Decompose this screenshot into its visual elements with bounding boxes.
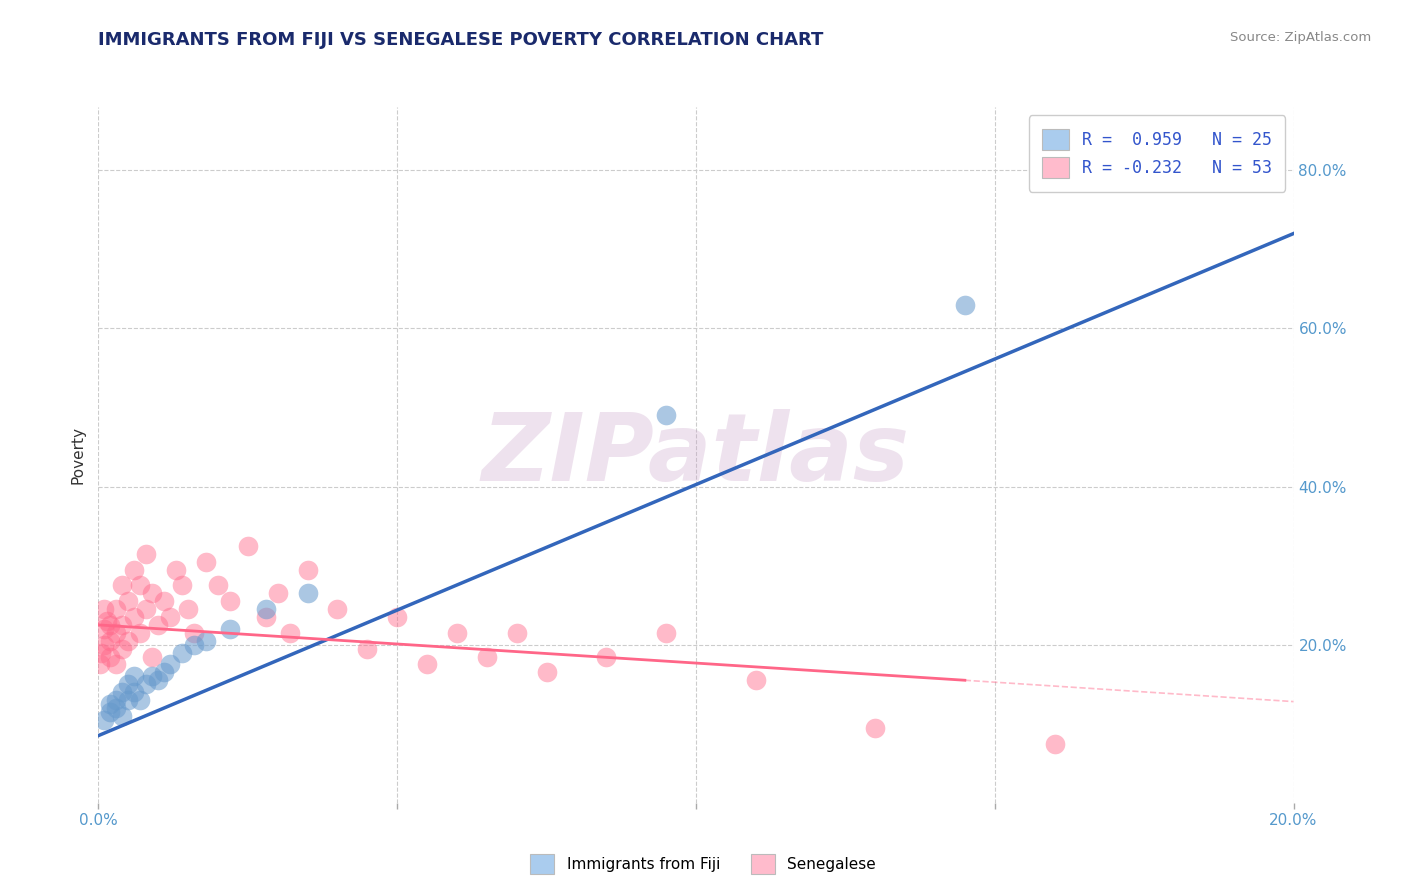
Point bbox=[117, 693, 139, 707]
Point bbox=[100, 633, 122, 648]
Point bbox=[177, 602, 200, 616]
Point bbox=[135, 677, 157, 691]
Point bbox=[475, 649, 498, 664]
Point bbox=[111, 685, 134, 699]
Point bbox=[135, 547, 157, 561]
Point bbox=[105, 657, 128, 672]
Point bbox=[236, 539, 259, 553]
Point bbox=[254, 610, 277, 624]
Point bbox=[745, 673, 768, 688]
Point bbox=[89, 657, 111, 672]
Point bbox=[124, 610, 146, 624]
Point bbox=[595, 649, 617, 664]
Legend: Immigrants from Fiji, Senegalese: Immigrants from Fiji, Senegalese bbox=[524, 848, 882, 880]
Point bbox=[93, 713, 115, 727]
Point bbox=[100, 618, 122, 632]
Point bbox=[117, 677, 139, 691]
Point bbox=[153, 665, 176, 680]
Point bbox=[297, 563, 319, 577]
Point bbox=[124, 669, 146, 683]
Point bbox=[219, 594, 242, 608]
Point bbox=[141, 669, 163, 683]
Point bbox=[100, 649, 122, 664]
Point bbox=[159, 657, 181, 672]
Point bbox=[111, 708, 134, 723]
Point bbox=[129, 625, 152, 640]
Point bbox=[1043, 737, 1066, 751]
Y-axis label: Poverty: Poverty bbox=[70, 425, 86, 484]
Point bbox=[93, 638, 115, 652]
Point bbox=[117, 633, 139, 648]
Point bbox=[219, 622, 242, 636]
Point bbox=[124, 563, 146, 577]
Point bbox=[100, 697, 122, 711]
Point bbox=[655, 409, 678, 423]
Text: IMMIGRANTS FROM FIJI VS SENEGALESE POVERTY CORRELATION CHART: IMMIGRANTS FROM FIJI VS SENEGALESE POVER… bbox=[98, 31, 824, 49]
Point bbox=[183, 625, 205, 640]
Point bbox=[165, 563, 187, 577]
Point bbox=[100, 705, 122, 719]
Point bbox=[141, 649, 163, 664]
Point bbox=[536, 665, 558, 680]
Point bbox=[953, 298, 976, 312]
Point bbox=[124, 685, 146, 699]
Point bbox=[159, 610, 181, 624]
Point bbox=[105, 701, 128, 715]
Point bbox=[129, 578, 152, 592]
Point bbox=[506, 625, 529, 640]
Point bbox=[141, 586, 163, 600]
Point bbox=[93, 602, 115, 616]
Point bbox=[356, 641, 378, 656]
Point bbox=[326, 602, 349, 616]
Point bbox=[129, 693, 152, 707]
Point bbox=[195, 633, 218, 648]
Point bbox=[207, 578, 229, 592]
Point bbox=[111, 641, 134, 656]
Point bbox=[117, 594, 139, 608]
Point bbox=[105, 602, 128, 616]
Point bbox=[655, 625, 678, 640]
Point bbox=[385, 610, 409, 624]
Point bbox=[416, 657, 439, 672]
Legend: R =  0.959   N = 25, R = -0.232   N = 53: R = 0.959 N = 25, R = -0.232 N = 53 bbox=[1029, 115, 1285, 192]
Point bbox=[90, 646, 112, 660]
Point bbox=[93, 622, 115, 636]
Point bbox=[111, 618, 134, 632]
Point bbox=[105, 625, 128, 640]
Text: ZIPatlas: ZIPatlas bbox=[482, 409, 910, 501]
Point bbox=[96, 614, 118, 628]
Point bbox=[105, 693, 128, 707]
Point bbox=[446, 625, 468, 640]
Point bbox=[172, 646, 194, 660]
Text: Source: ZipAtlas.com: Source: ZipAtlas.com bbox=[1230, 31, 1371, 45]
Point bbox=[195, 555, 218, 569]
Point bbox=[278, 625, 301, 640]
Point bbox=[865, 721, 887, 735]
Point bbox=[267, 586, 290, 600]
Point bbox=[153, 594, 176, 608]
Point bbox=[172, 578, 194, 592]
Point bbox=[135, 602, 157, 616]
Point bbox=[148, 618, 170, 632]
Point bbox=[111, 578, 134, 592]
Point bbox=[254, 602, 277, 616]
Point bbox=[297, 586, 319, 600]
Point bbox=[183, 638, 205, 652]
Point bbox=[148, 673, 170, 688]
